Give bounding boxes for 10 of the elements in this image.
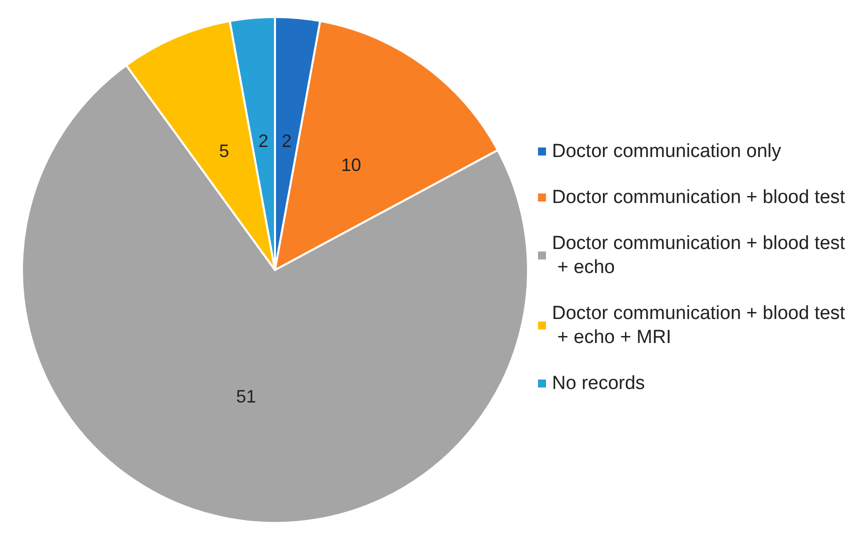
data-label: 2 xyxy=(282,131,292,152)
data-label: 51 xyxy=(236,386,256,406)
legend-label: Doctor communication only xyxy=(552,141,782,162)
legend-label: Doctor communication + blood test + echo + MRI xyxy=(552,303,846,348)
legend-label: Doctor communication + blood test + echo xyxy=(552,233,846,278)
legend-label: Doctor communication + blood test xyxy=(552,187,846,208)
legend-label: No records xyxy=(552,373,645,394)
data-label: 10 xyxy=(341,155,362,176)
data-label: 2 xyxy=(258,131,268,152)
data-label: 5 xyxy=(219,140,230,161)
